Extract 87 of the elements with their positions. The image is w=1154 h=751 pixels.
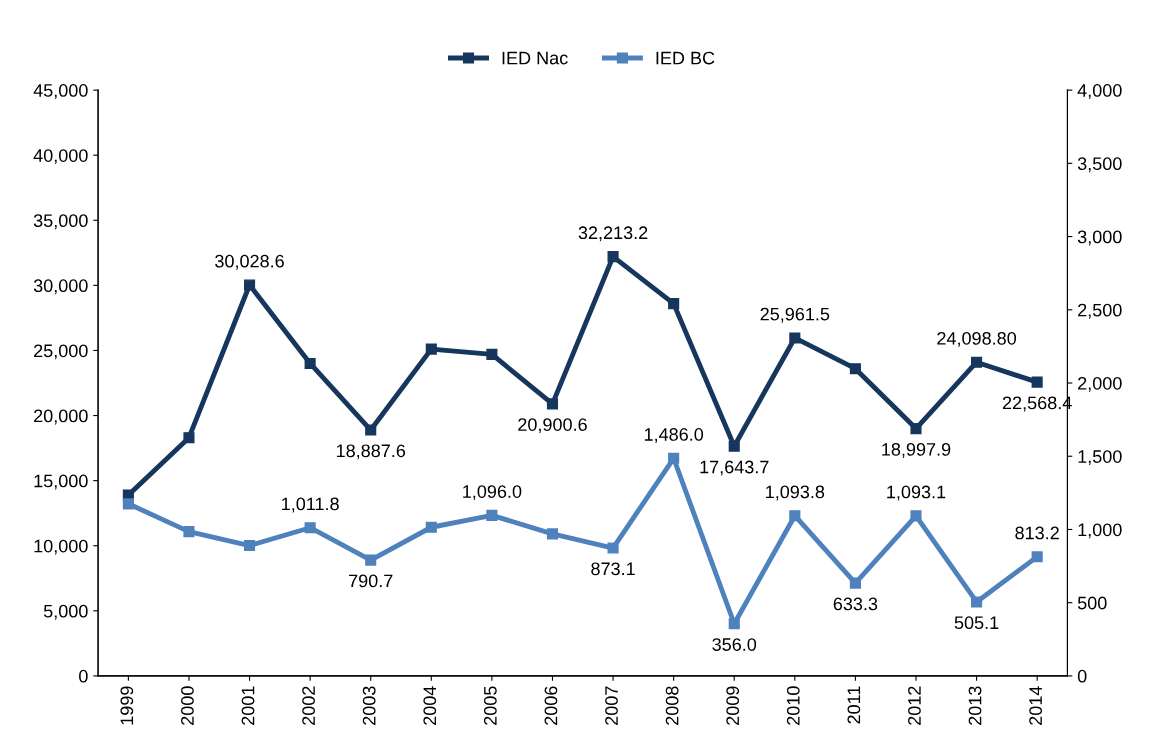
point (849, 363, 861, 375)
y2-tick-label: 1,000 (1078, 523, 1122, 539)
data-label: 1,011.8 (282, 497, 339, 513)
point (910, 510, 922, 522)
data-label: 18,887.6 (336, 444, 406, 460)
data-label: 25,961.5 (760, 307, 830, 323)
point (365, 424, 377, 436)
y-tick-label: 40,000 (33, 149, 88, 165)
x-tick-label: 2008 (665, 686, 679, 725)
point (486, 509, 498, 521)
data-label: 1,096.0 (463, 485, 522, 501)
data-label: 1,093.1 (887, 485, 946, 501)
point (789, 510, 801, 522)
data-label: 20,900.6 (518, 418, 587, 434)
x-tick-label: 2005 (483, 686, 497, 725)
x-tick-label: 2010 (786, 686, 800, 725)
data-label: 30,028.6 (215, 254, 284, 270)
data-label: 32,213.2 (578, 226, 648, 242)
point (243, 540, 256, 552)
data-label: 1,486.0 (644, 428, 704, 443)
x-tick-label: 2002 (302, 686, 315, 725)
y2-tick-label: 0 (1077, 669, 1087, 683)
point (122, 498, 134, 510)
legend-label: IED BC (656, 51, 715, 65)
data-label: 505.1 (954, 616, 999, 630)
x-tick-label: 2014 (1029, 686, 1042, 725)
point (607, 251, 619, 263)
data-label: 790.7 (349, 574, 393, 588)
point (425, 343, 437, 355)
x-tick-label: 2000 (181, 686, 194, 725)
y-tick-label: 30,000 (33, 279, 88, 295)
point (1031, 376, 1043, 388)
point (668, 452, 680, 464)
y-tick-label: 25,000 (34, 344, 88, 360)
y2-tick-label: 3,000 (1077, 230, 1122, 246)
point (1031, 551, 1043, 563)
point (607, 542, 619, 554)
x-tick-label: 2011 (847, 686, 861, 724)
y-tick-label: 0 (79, 669, 88, 683)
y2-tick-label: 3,500 (1077, 157, 1122, 173)
x-tick-label: 2007 (605, 686, 618, 725)
point (910, 423, 922, 435)
point (849, 577, 861, 589)
y-tick-label: 5,000 (43, 604, 88, 620)
y2-tick-label: 4,000 (1077, 84, 1122, 99)
point (243, 279, 256, 291)
y2-tick-label: 1,500 (1078, 450, 1122, 466)
x-tick-label: 2009 (726, 686, 740, 725)
x-tick-label: 2003 (362, 686, 376, 725)
point (728, 440, 740, 452)
data-label: 873.1 (591, 562, 635, 576)
y-tick-label: 35,000 (33, 214, 88, 230)
point (728, 618, 740, 630)
point (304, 357, 316, 370)
data-label: 24,098.80 (937, 331, 1017, 347)
x-tick-label: 1999 (120, 686, 134, 725)
data-label: 18,997.9 (882, 442, 951, 458)
y2-tick-label: 2,000 (1078, 376, 1122, 392)
x-tick-label: 2012 (908, 686, 921, 725)
point (971, 596, 983, 608)
point (546, 398, 559, 410)
data-label: 356.0 (712, 638, 757, 651)
point (183, 526, 195, 538)
point (789, 332, 801, 344)
x-tick-label: 2001 (241, 686, 255, 725)
data-label: 633.3 (833, 597, 878, 611)
point (304, 522, 316, 534)
y2-tick-label: 2,500 (1078, 303, 1122, 319)
point (183, 432, 195, 444)
point (668, 298, 680, 310)
data-label: 17,643.7 (700, 460, 769, 476)
x-tick-label: 2004 (423, 686, 437, 725)
legend-label: IED Nac (502, 51, 568, 65)
point (546, 528, 559, 540)
x-tick-label: 2006 (544, 686, 558, 725)
point (486, 348, 498, 360)
y-tick-label: 10,000 (34, 539, 88, 555)
point (971, 356, 983, 368)
y-tick-label: 15,000 (34, 474, 88, 490)
data-label: 813.2 (1015, 526, 1059, 540)
point (425, 521, 437, 533)
y-tick-label: 45,000 (33, 84, 88, 99)
x-tick-label: 2013 (968, 686, 982, 725)
y-tick-label: 20,000 (34, 409, 88, 425)
point (365, 554, 377, 566)
data-label: 1,093.8 (766, 485, 825, 501)
y2-tick-label: 500 (1077, 596, 1107, 610)
